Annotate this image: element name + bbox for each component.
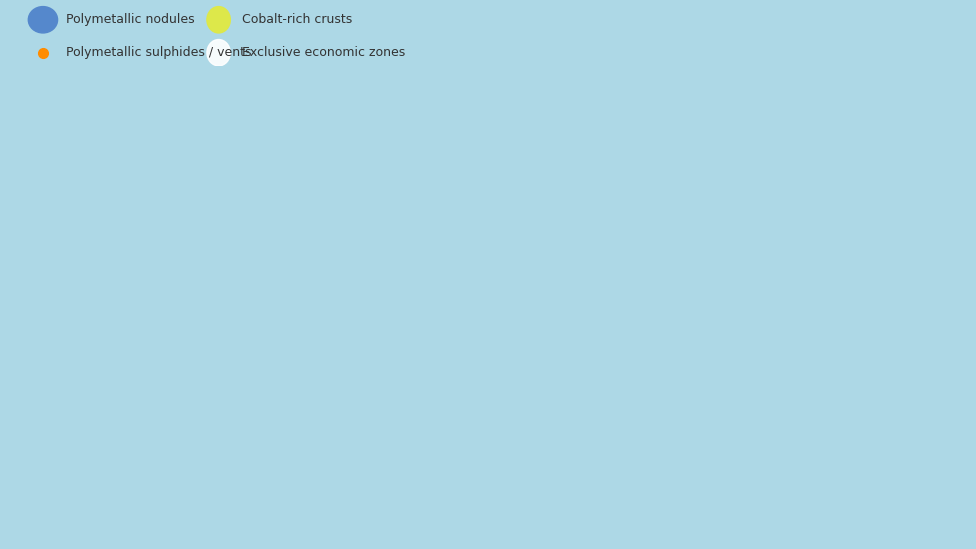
Ellipse shape [207, 7, 230, 33]
Text: Cobalt-rich crusts: Cobalt-rich crusts [242, 13, 352, 26]
Ellipse shape [28, 7, 58, 33]
Ellipse shape [207, 40, 230, 66]
Text: Exclusive economic zones: Exclusive economic zones [242, 46, 405, 59]
Text: Polymetallic sulphides / vents: Polymetallic sulphides / vents [66, 46, 252, 59]
Text: Polymetallic nodules: Polymetallic nodules [66, 13, 195, 26]
